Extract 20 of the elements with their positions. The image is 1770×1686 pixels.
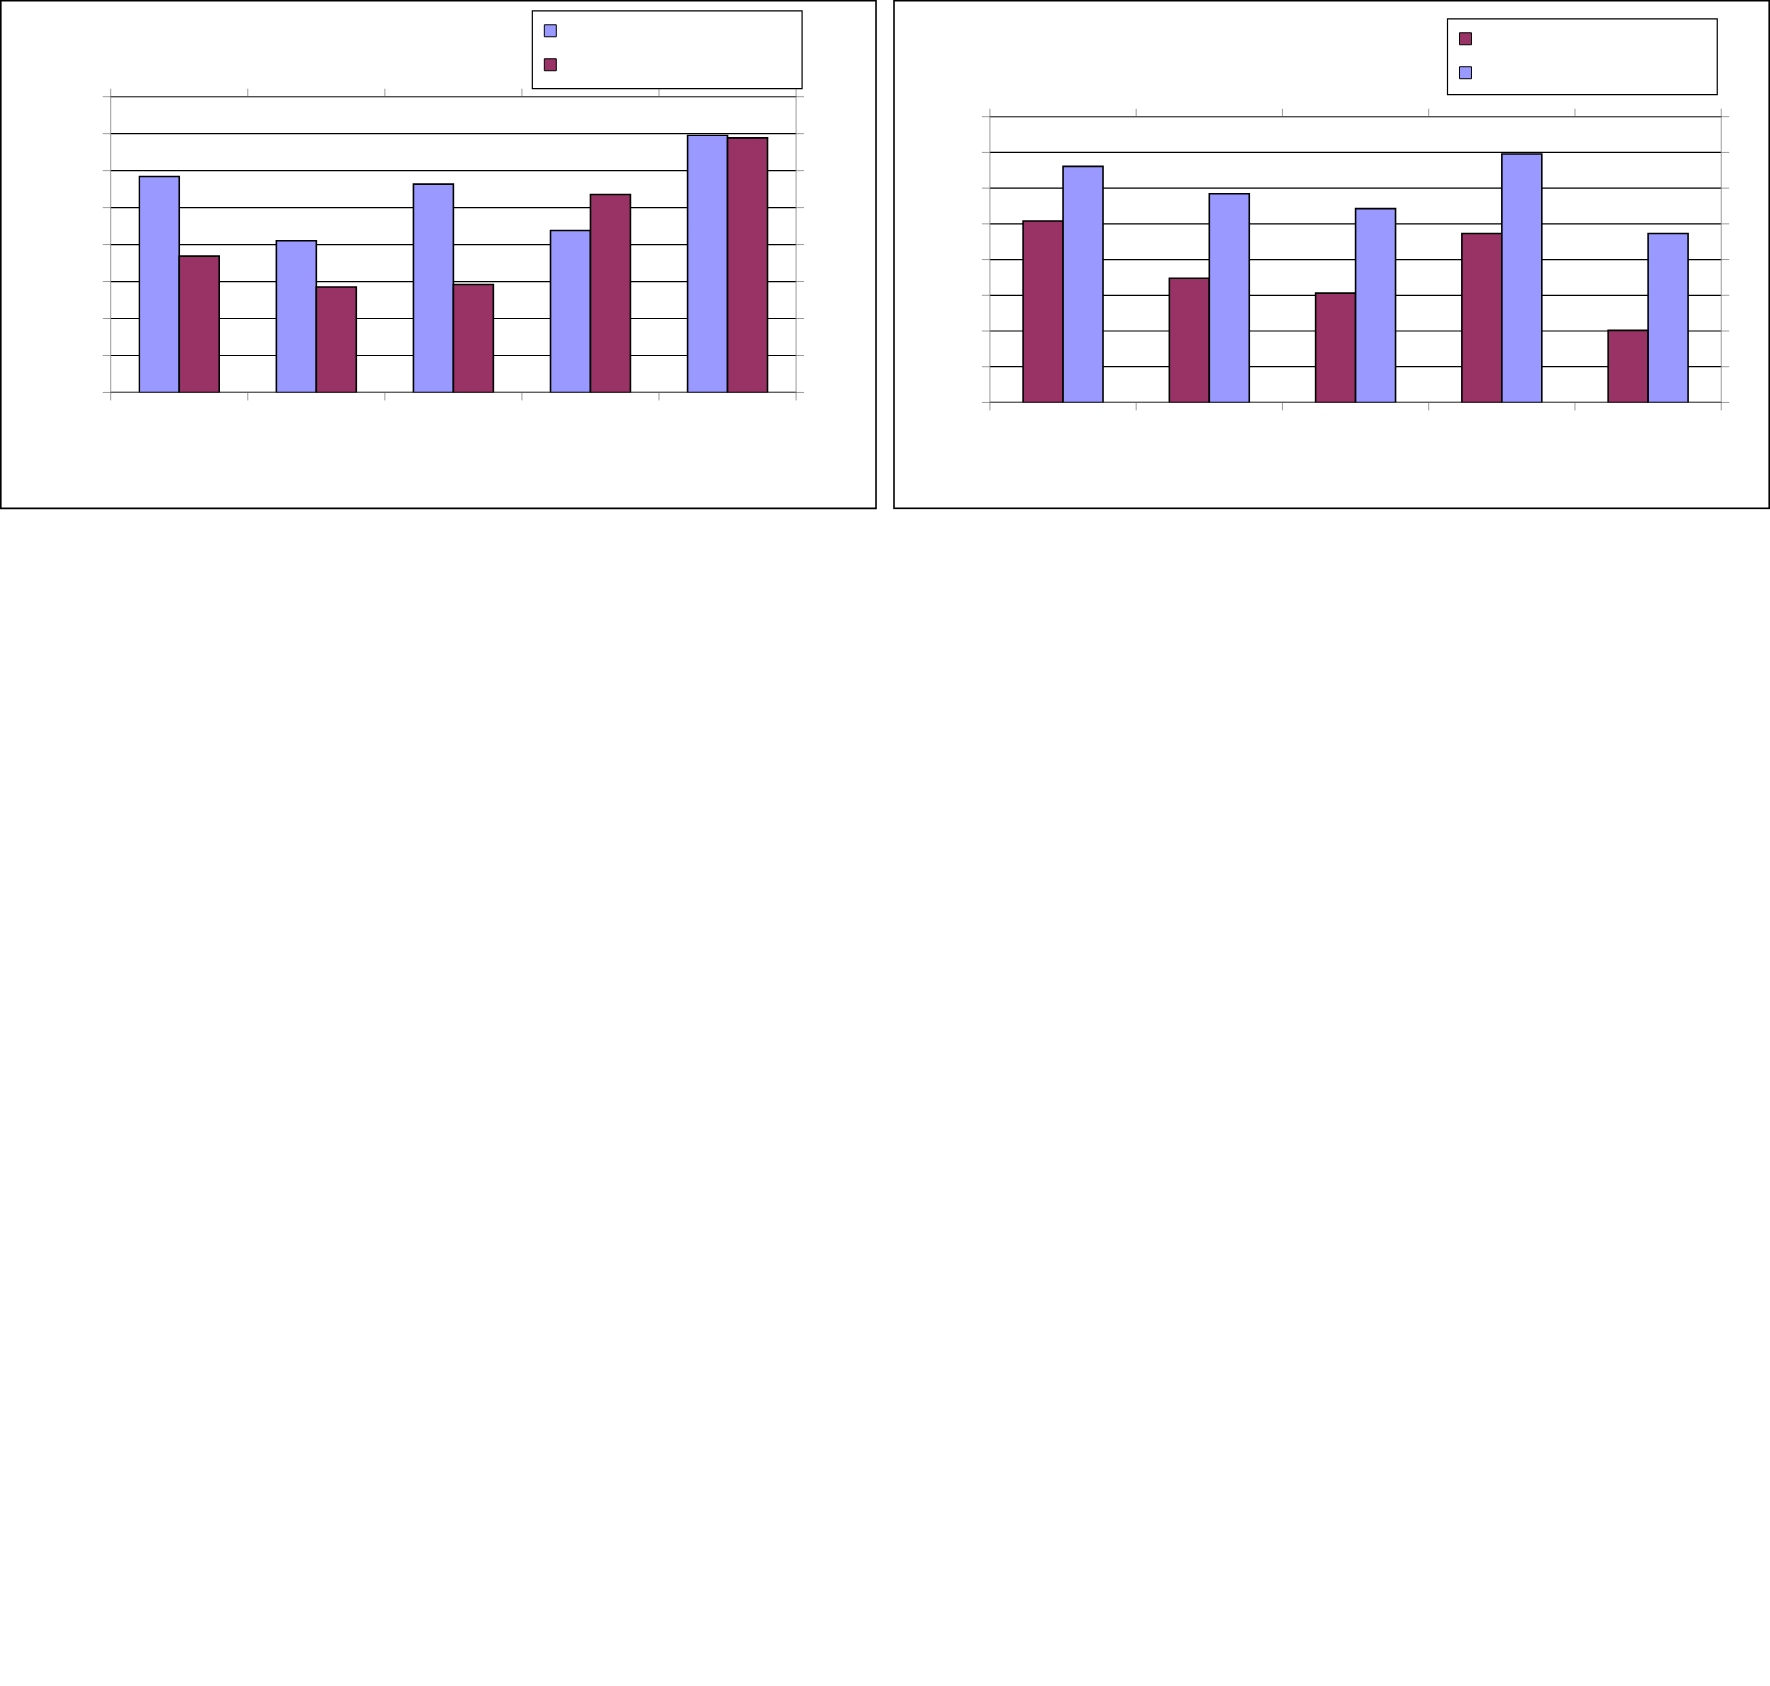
- bar: [589, 194, 632, 393]
- bar: [686, 134, 729, 393]
- bar: [1501, 153, 1543, 403]
- bar: [1461, 233, 1503, 403]
- bar: [452, 284, 495, 393]
- bar: [1607, 329, 1649, 403]
- bar: [726, 137, 769, 393]
- bar: [549, 230, 592, 393]
- bar: [1022, 220, 1064, 403]
- bar: [138, 176, 181, 393]
- bar: [1647, 233, 1689, 403]
- bar: [275, 240, 318, 393]
- bar: [412, 183, 455, 393]
- bar: [1168, 277, 1211, 403]
- bar: [315, 286, 358, 393]
- bar: [1354, 208, 1397, 403]
- bar: [178, 255, 221, 393]
- bar: [1208, 193, 1251, 403]
- bar: [1314, 292, 1357, 403]
- bar: [1062, 165, 1104, 403]
